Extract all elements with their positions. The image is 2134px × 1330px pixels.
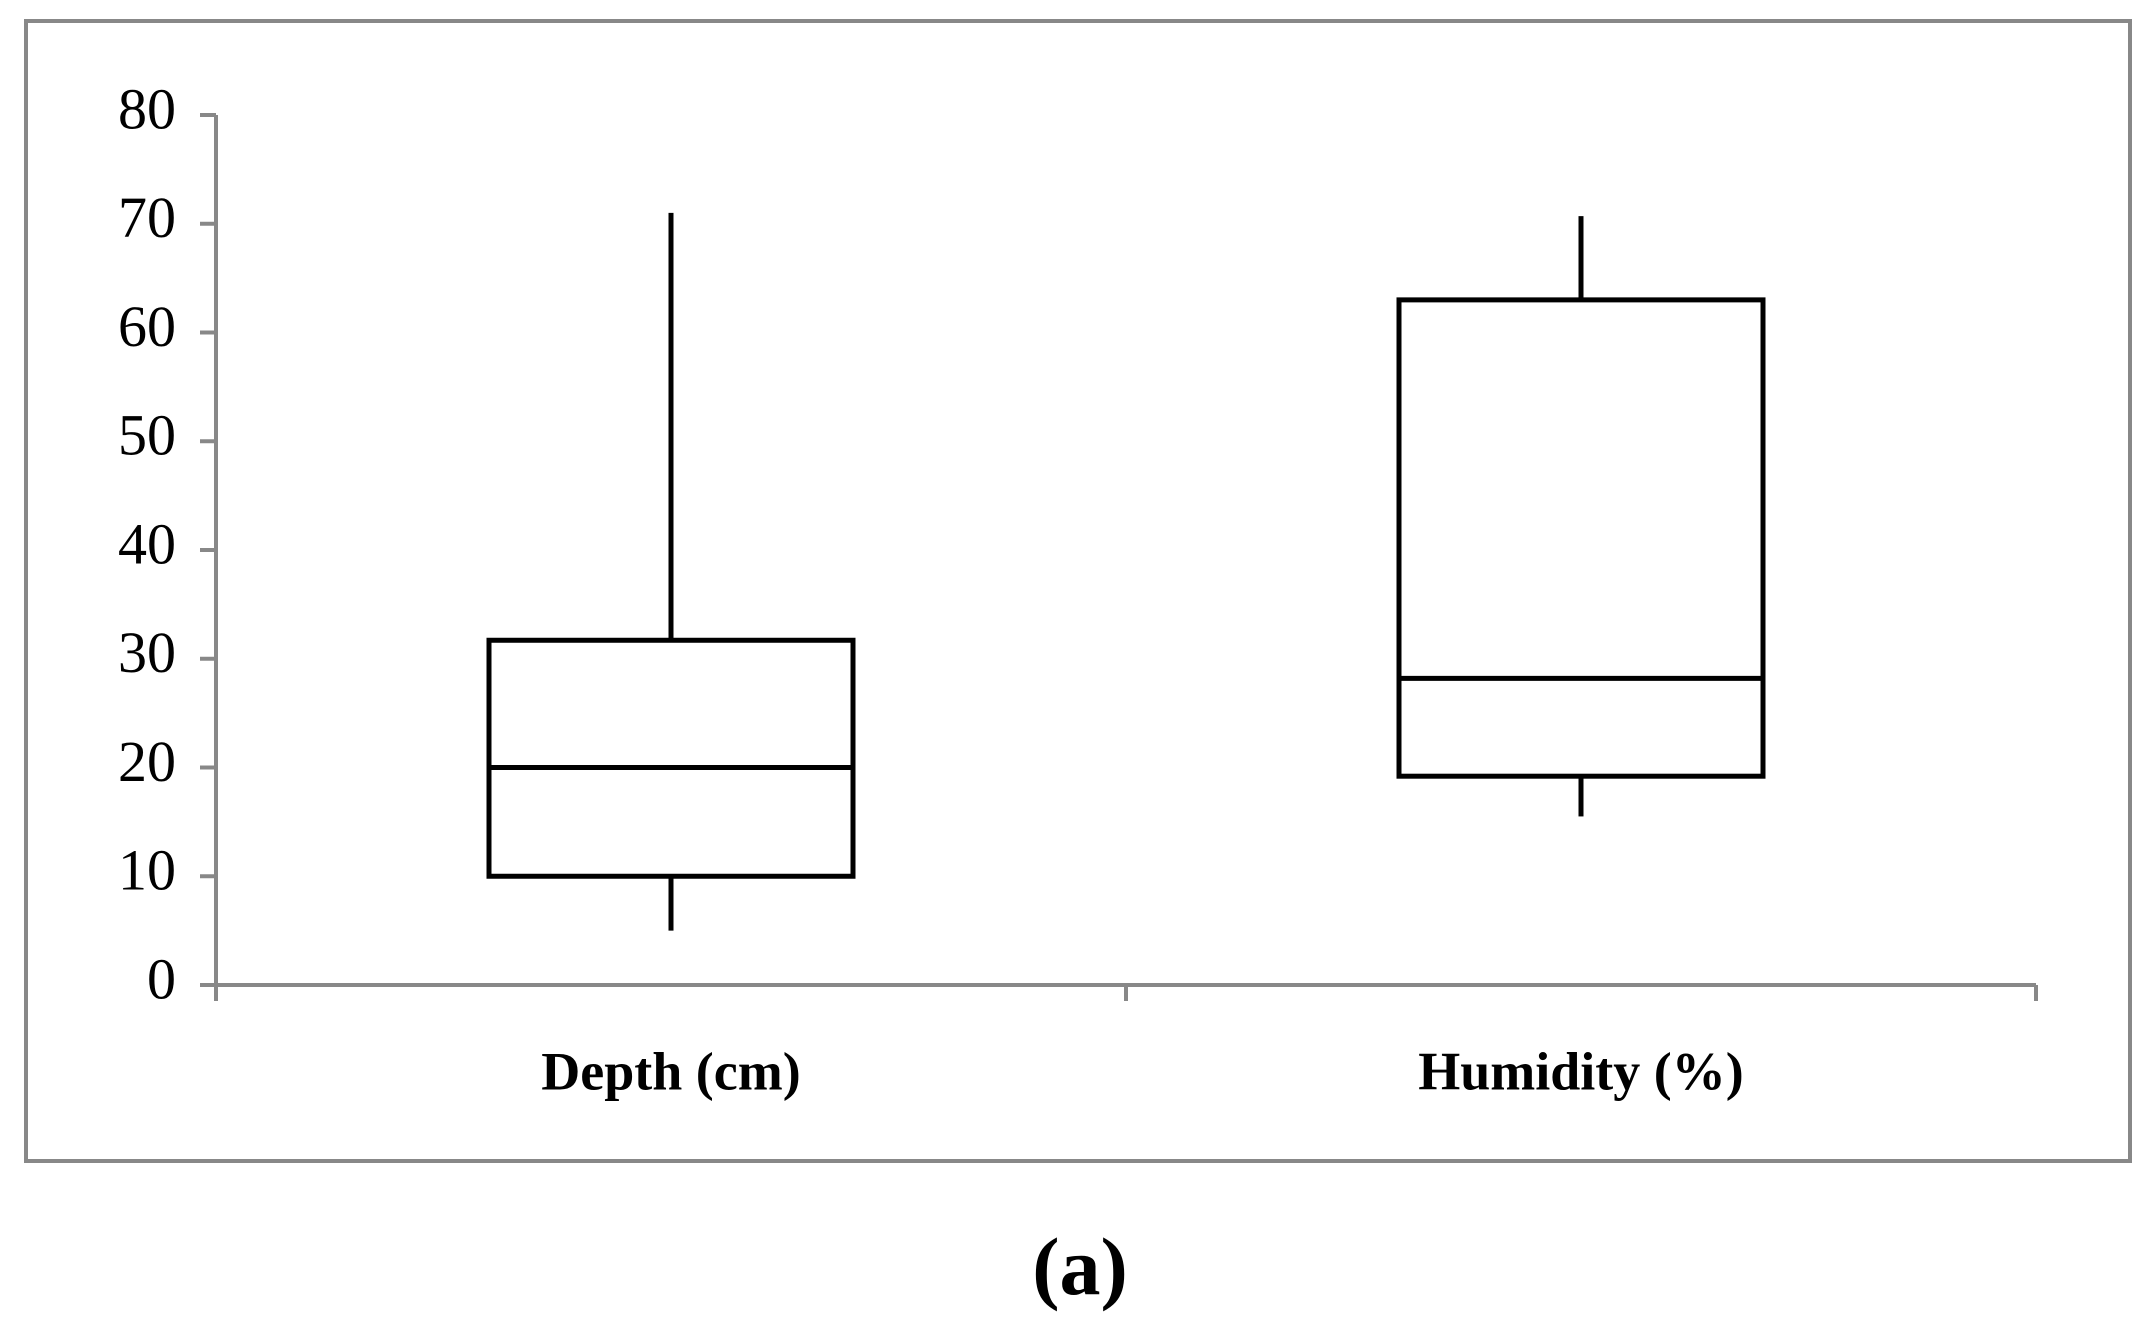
x-tick-label: Humidity (%) [1418,1041,1744,1101]
y-tick-label: 20 [118,729,176,794]
box [1396,297,1766,779]
chart-frame [24,19,2132,1163]
y-tick-label: 80 [118,76,176,141]
caption: (a) [1032,1221,1128,1312]
y-tick-label: 40 [118,511,176,576]
box [486,637,856,879]
y-tick-label: 10 [118,838,176,903]
y-tick-label: 70 [118,185,176,250]
y-tick-label: 0 [147,946,176,1011]
y-tick-label: 50 [118,403,176,468]
x-tick-label: Depth (cm) [541,1041,800,1101]
y-tick-label: 30 [118,620,176,685]
y-tick-label: 60 [118,294,176,359]
